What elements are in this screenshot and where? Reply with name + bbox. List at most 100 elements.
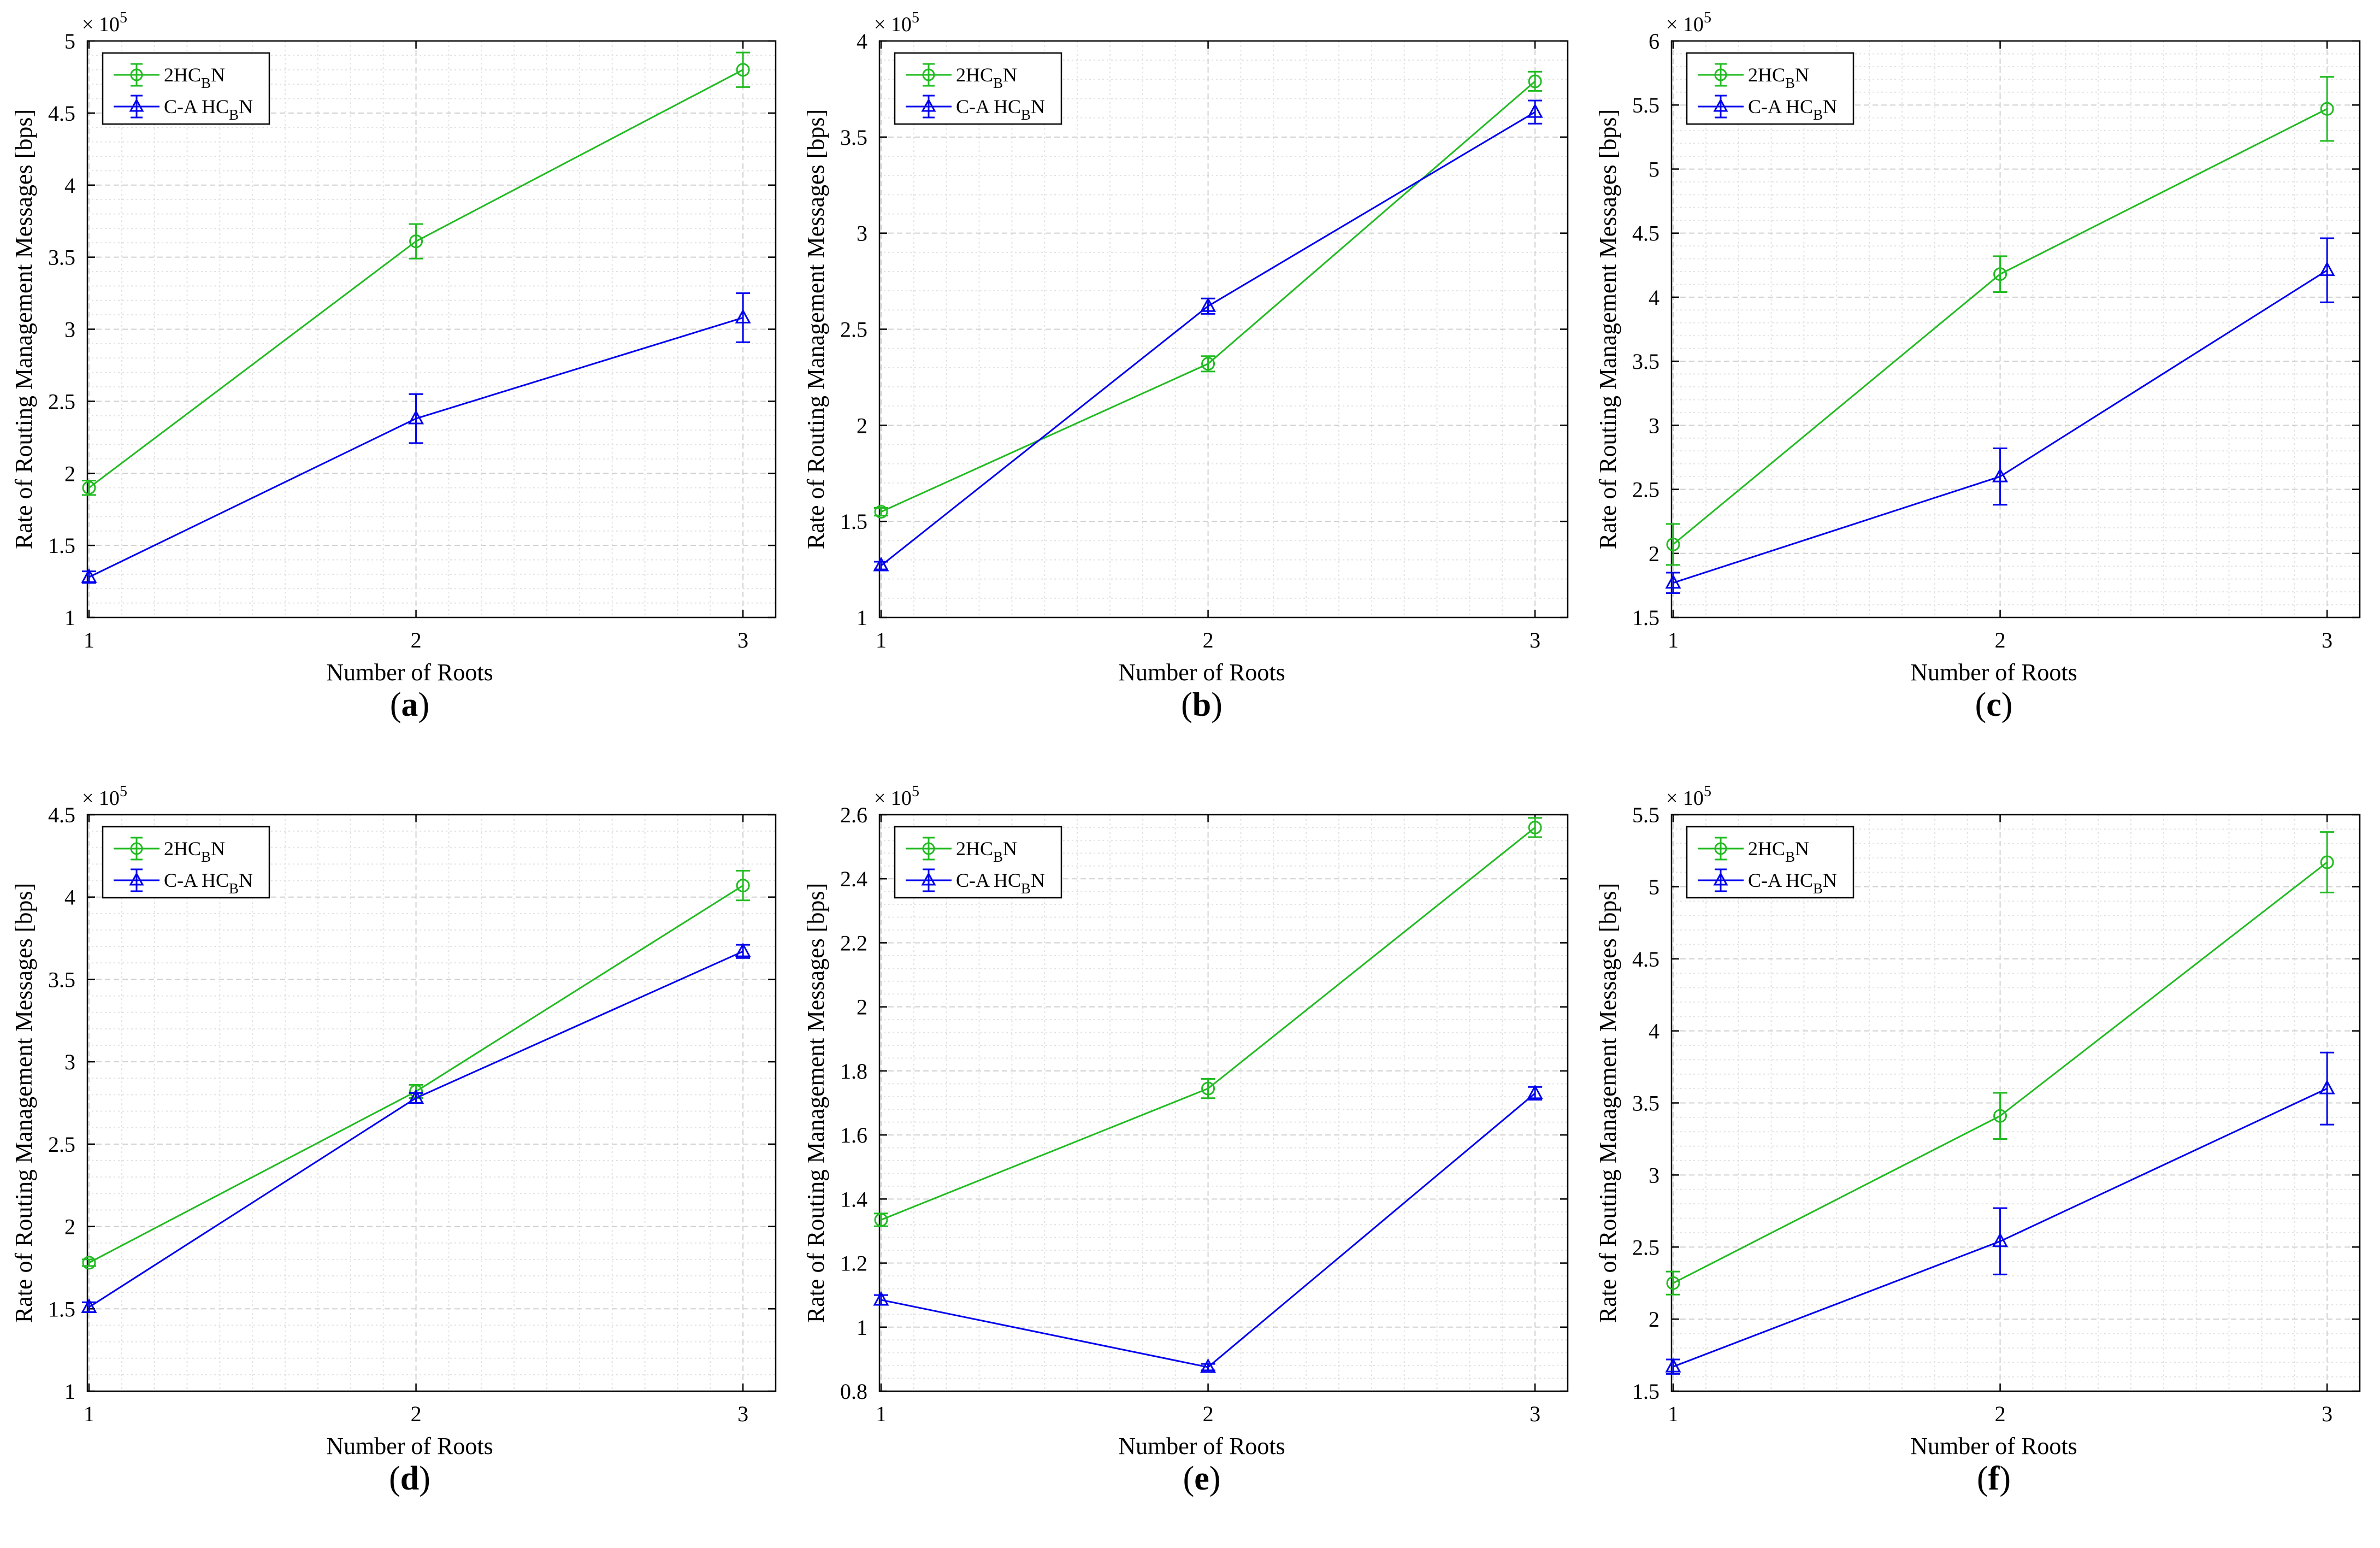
series-green: [873, 817, 1543, 1227]
legend: 2HCBN C-A HCBN: [102, 826, 270, 899]
y-tick-label: 5: [1649, 875, 1659, 899]
data-point: [735, 943, 751, 957]
y-tick-label: 4: [857, 29, 867, 54]
error-bar: [2320, 831, 2335, 893]
data-point: [2320, 855, 2334, 869]
data-point: [736, 879, 750, 893]
y-tick-label: 2.2: [840, 931, 867, 955]
y-tick-label: 5.5: [1632, 803, 1659, 827]
y-tick-label: 1.5: [1632, 1379, 1659, 1404]
y-exponent-label: × 105: [874, 783, 919, 810]
chart-panel-f: 1.5 2 2.5 3 3.5 4 4.5 5 5.5 1 2 3 × 105 Number of Roo…: [1584, 774, 2376, 1547]
y-tick-label: 1: [857, 605, 867, 630]
error-bar: [1993, 448, 2007, 506]
y-tick-label: 2: [857, 413, 867, 438]
y-tick-label: 3.5: [48, 245, 75, 270]
x-tick-label: 2: [411, 1402, 422, 1426]
legend-label: 2HCBN: [956, 64, 1017, 91]
y-axis-label: Rate of Routing Management Messages [bps…: [10, 109, 37, 549]
data-point: [1665, 574, 1681, 589]
legend-marker: [906, 837, 952, 861]
data-point: [735, 309, 751, 323]
series-green: [1666, 76, 2335, 566]
x-tick-label: 3: [737, 628, 748, 652]
error-bar: [2320, 237, 2335, 303]
x-tick-label: 1: [84, 1402, 95, 1426]
x-axis-label: Number of Roots: [1118, 659, 1285, 686]
legend-label: 2HCBN: [164, 838, 225, 865]
chart-panel-d: 1 1.5 2 2.5 3 3.5 4 4.5 1 2 3 × 105 Number of Roots R…: [0, 774, 792, 1547]
y-tick-label: 3.5: [1632, 349, 1659, 374]
chart-d-svg: 1 1.5 2 2.5 3 3.5 4 4.5 1 2 3 × 105 Number of Roots R…: [10, 783, 777, 1459]
y-tick-label: 1.4: [840, 1187, 867, 1211]
error-bar: [2320, 1051, 2335, 1126]
x-tick-label: 2: [1203, 1402, 1214, 1426]
data-point: [1666, 537, 1680, 551]
data-point: [82, 481, 96, 495]
series-green: [1666, 831, 2335, 1296]
data-point: [408, 1089, 424, 1104]
y-tick-label: 3: [857, 221, 867, 246]
x-tick-label: 1: [876, 628, 887, 652]
minor-grid: [87, 815, 776, 1391]
error-bar: [1666, 523, 1680, 566]
chart-a-svg: 1 1.5 2 2.5 3 3.5 4 4.5 5 1 2 3 × 105 Number of Roots…: [10, 9, 777, 686]
data-point: [1200, 1358, 1216, 1373]
series-green: [81, 51, 751, 496]
data-point: [82, 1256, 96, 1270]
series-blue: [873, 1084, 1543, 1373]
legend-marker: [1698, 868, 1744, 892]
y-tick-label: 4: [1649, 1019, 1659, 1044]
legend-label: C-A HCBN: [956, 96, 1045, 123]
x-tick-label: 1: [1668, 628, 1679, 652]
y-tick-label: 4: [1649, 285, 1659, 310]
legend: 2HCBN C-A HCBN: [102, 52, 270, 125]
y-tick-label: 2: [1649, 1307, 1659, 1332]
legend-label: C-A HCBN: [1748, 869, 1837, 897]
minor-grid: [879, 815, 1568, 1391]
x-tick-label: 3: [1529, 1402, 1540, 1426]
data-point: [1527, 103, 1543, 118]
data-point: [1201, 357, 1215, 371]
y-tick-label: 5: [1649, 157, 1659, 181]
data-point: [81, 568, 97, 583]
y-tick-label: 6: [1649, 29, 1659, 54]
y-tick-label: 2.4: [840, 867, 867, 891]
data-point: [409, 234, 423, 249]
x-axis-label: Number of Roots: [1910, 659, 2077, 686]
x-tick-label: 1: [84, 628, 95, 652]
error-bar: [1993, 1092, 2007, 1140]
error-bar: [1666, 1270, 1680, 1296]
x-tick-label: 2: [1995, 628, 2006, 652]
y-tick-label: 2: [857, 995, 867, 1020]
y-axis-label: Rate of Routing Management Messages [bps…: [802, 109, 829, 549]
series-blue: [1665, 237, 2335, 594]
y-tick-label: 2.5: [48, 1132, 75, 1157]
x-tick-label: 1: [1668, 1402, 1679, 1426]
data-point: [874, 505, 888, 519]
data-point: [2319, 1079, 2335, 1094]
chart-c-svg: 1.5 2 2.5 3 3.5 4 4.5 5 5.5 6 1 2 3 × 105 Number of Ro…: [1594, 9, 2361, 686]
y-tick-label: 4: [64, 173, 75, 198]
legend-label: C-A HCBN: [164, 96, 253, 123]
y-tick-label: 1.8: [840, 1059, 867, 1084]
error-bar: [736, 51, 751, 88]
y-tick-label: 3: [1649, 413, 1659, 438]
y-tick-label: 3.5: [1632, 1091, 1659, 1116]
data-point: [2319, 261, 2335, 276]
error-bar: [81, 479, 96, 496]
y-tick-label: 2.5: [1632, 1235, 1659, 1259]
error-bar: [736, 869, 751, 902]
legend-label: C-A HCBN: [1748, 96, 1837, 123]
series-blue: [81, 943, 751, 1313]
x-axis-label: Number of Roots: [326, 1433, 493, 1459]
x-tick-label: 2: [411, 628, 422, 652]
legend-marker: [1698, 95, 1744, 119]
axes-box: [1670, 40, 2361, 619]
y-tick-label: 1.5: [48, 533, 75, 558]
error-bar: [409, 393, 423, 444]
legend-marker: [114, 63, 160, 87]
series-blue: [1665, 1051, 2335, 1375]
legend-marker: [114, 95, 160, 119]
chart-panel-e: 0.8 1 1.2 1.4 1.6 1.8 2 2.2 2.4 2.6 1 2 3 × 105 Number…: [792, 774, 1584, 1547]
